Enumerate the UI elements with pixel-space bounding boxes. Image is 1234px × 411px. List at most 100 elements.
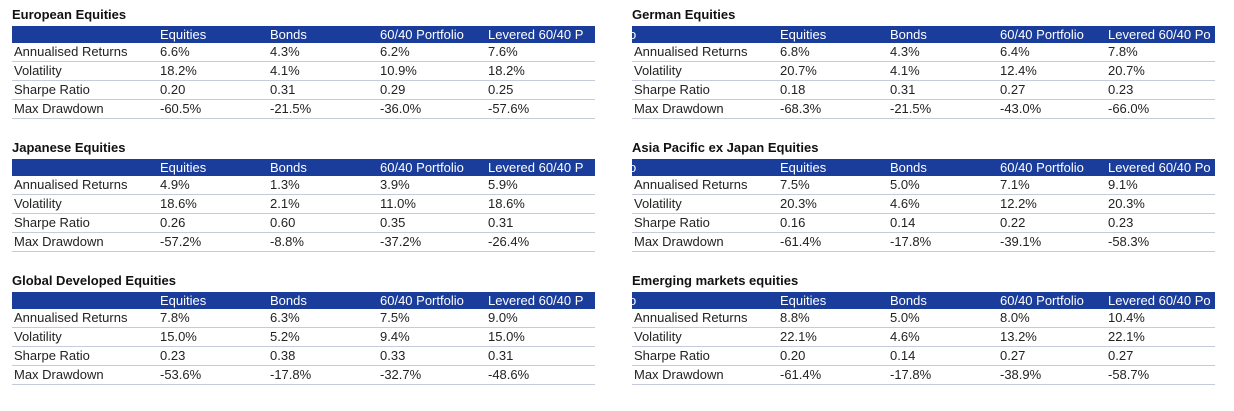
cell: -37.2% [380, 234, 422, 249]
cell: 0.25 [488, 82, 514, 97]
row-label: Annualised Returns [634, 44, 748, 59]
cell: 0.14 [890, 215, 916, 230]
header-cell: Bonds [270, 293, 307, 308]
row-label: Sharpe Ratio [14, 82, 90, 97]
header-bar [632, 159, 1215, 176]
cell: 4.1% [890, 63, 920, 78]
cell: 9.4% [380, 329, 410, 344]
row-label: Volatility [14, 196, 62, 211]
cell: 7.6% [488, 44, 518, 59]
cell: 0.20 [160, 82, 186, 97]
cell: 4.6% [890, 329, 920, 344]
cell: 6.2% [380, 44, 410, 59]
cell: -57.2% [160, 234, 202, 249]
cell: 10.4% [1108, 310, 1145, 325]
row-rule [632, 194, 1215, 195]
header-cell: 60/40 Portfolio [380, 293, 464, 308]
row-rule [632, 61, 1215, 62]
row-label: Volatility [14, 329, 62, 344]
cell: -17.8% [270, 367, 312, 382]
cell: -58.7% [1108, 367, 1150, 382]
cell: 0.23 [160, 348, 186, 363]
cell: 18.6% [160, 196, 197, 211]
cell: 6.8% [780, 44, 810, 59]
cell: 10.9% [380, 63, 417, 78]
row-rule [12, 118, 595, 119]
header-cell: Levered 60/40 P [488, 293, 584, 308]
header-cell: Bonds [890, 160, 927, 175]
cell: -39.1% [1000, 234, 1042, 249]
row-label: Sharpe Ratio [634, 82, 710, 97]
cell: -68.3% [780, 101, 822, 116]
header-cell: Equities [780, 27, 827, 42]
cell: 7.8% [160, 310, 190, 325]
header-cell: Bonds [890, 27, 927, 42]
cell: 0.31 [488, 348, 514, 363]
cell: 20.7% [1108, 63, 1145, 78]
header-cell: 60/40 Portfolio [1000, 293, 1084, 308]
cell: 4.6% [890, 196, 920, 211]
row-rule [632, 80, 1215, 81]
cell: 0.23 [1108, 82, 1134, 97]
cell: -26.4% [488, 234, 530, 249]
header-cell: o [629, 160, 637, 175]
row-rule [12, 99, 595, 100]
cell: 7.5% [780, 177, 810, 192]
row-rule [12, 213, 595, 214]
cell: 0.14 [890, 348, 916, 363]
table-title: German Equities [632, 7, 736, 22]
table-title: Japanese Equities [12, 140, 126, 155]
cell: 0.16 [780, 215, 806, 230]
cell: 4.3% [890, 44, 920, 59]
header-cell: 60/40 Portfolio [380, 160, 464, 175]
cell: -36.0% [380, 101, 422, 116]
header-cell: o [629, 27, 637, 42]
header-bar [12, 292, 595, 309]
row-label: Annualised Returns [634, 310, 748, 325]
header-bar [12, 26, 595, 43]
cell: 5.0% [890, 177, 920, 192]
table-title: European Equities [12, 7, 127, 22]
cell: 0.27 [1000, 348, 1026, 363]
header-cell: Equities [780, 293, 827, 308]
row-label: Annualised Returns [14, 177, 128, 192]
header-cell: 60/40 Portfolio [1000, 27, 1084, 42]
cell: 0.27 [1000, 82, 1026, 97]
row-label: Max Drawdown [14, 101, 104, 116]
header-cell: o [629, 293, 637, 308]
cell: 7.1% [1000, 177, 1030, 192]
cell: 12.4% [1000, 63, 1037, 78]
cell: -66.0% [1108, 101, 1150, 116]
cell: 4.3% [270, 44, 300, 59]
cell: 5.9% [488, 177, 518, 192]
row-label: Volatility [634, 63, 682, 78]
cell: -17.8% [890, 367, 932, 382]
cell: 0.18 [780, 82, 806, 97]
row-rule [632, 213, 1215, 214]
header-bar [12, 159, 595, 176]
cell: 22.1% [780, 329, 817, 344]
cell: 0.26 [160, 215, 186, 230]
cell: 0.35 [380, 215, 406, 230]
header-cell: Levered 60/40 Po [1108, 27, 1211, 42]
header-bar [632, 292, 1215, 309]
row-rule [12, 346, 595, 347]
cell: 0.38 [270, 348, 296, 363]
cell: -32.7% [380, 367, 422, 382]
header-cell: Levered 60/40 P [488, 27, 584, 42]
header-cell: Levered 60/40 Po [1108, 160, 1211, 175]
header-cell: Equities [160, 293, 207, 308]
row-label: Annualised Returns [14, 310, 128, 325]
header-cell: Equities [160, 27, 207, 42]
row-rule [12, 80, 595, 81]
header-cell: Levered 60/40 Po [1108, 293, 1211, 308]
row-label: Volatility [634, 329, 682, 344]
row-label: Sharpe Ratio [634, 215, 710, 230]
row-rule [632, 384, 1215, 385]
header-cell: Equities [780, 160, 827, 175]
header-bar [632, 26, 1215, 43]
cell: 20.3% [1108, 196, 1145, 211]
header-cell: Equities [160, 160, 207, 175]
header-cell: 60/40 Portfolio [1000, 160, 1084, 175]
cell: 5.0% [890, 310, 920, 325]
